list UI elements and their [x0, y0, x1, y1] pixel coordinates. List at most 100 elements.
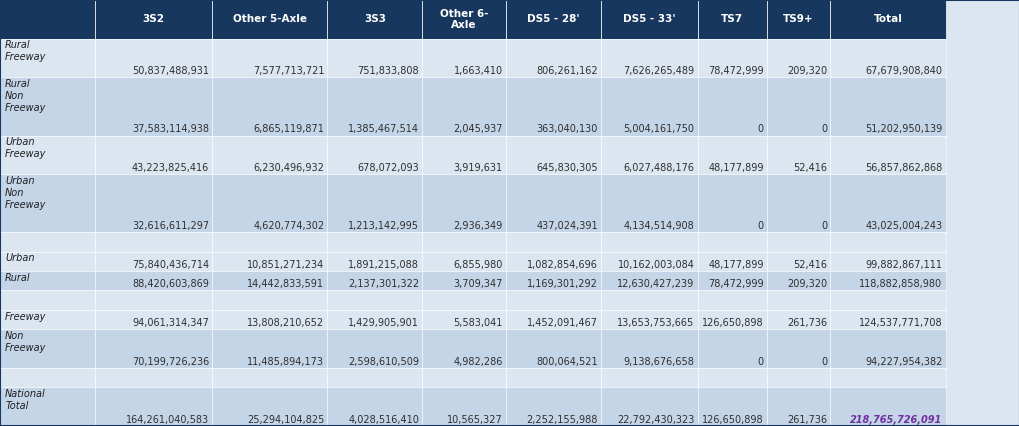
Text: Other 5-Axle: Other 5-Axle	[232, 14, 307, 24]
Bar	[422, 232, 505, 252]
Bar	[0, 368, 95, 387]
Text: 13,808,210,652: 13,808,210,652	[247, 318, 324, 328]
Text: 1,891,215,088: 1,891,215,088	[348, 260, 419, 270]
Bar	[327, 135, 422, 174]
Bar	[422, 310, 505, 329]
Bar	[422, 174, 505, 232]
Bar	[766, 291, 829, 310]
Bar	[422, 387, 505, 426]
Text: 75,840,436,714: 75,840,436,714	[131, 260, 209, 270]
Bar	[327, 271, 422, 291]
Bar	[600, 368, 697, 387]
Text: 52,416: 52,416	[793, 163, 826, 173]
Text: National
Total: National Total	[5, 389, 46, 411]
Bar	[95, 232, 212, 252]
Bar	[600, 291, 697, 310]
Text: 678,072,093: 678,072,093	[357, 163, 419, 173]
Text: 7,577,713,721: 7,577,713,721	[253, 66, 324, 76]
Text: 0: 0	[820, 357, 826, 367]
Text: DS5 - 28': DS5 - 28'	[527, 14, 579, 24]
Bar	[600, 135, 697, 174]
Text: 2,137,301,322: 2,137,301,322	[347, 279, 419, 289]
Bar	[327, 329, 422, 368]
Text: 43,223,825,416: 43,223,825,416	[131, 163, 209, 173]
Bar	[829, 368, 945, 387]
Bar	[212, 0, 327, 39]
Bar	[505, 271, 600, 291]
Bar	[505, 368, 600, 387]
Bar	[697, 329, 766, 368]
Bar	[600, 78, 697, 135]
Text: 7,626,265,489: 7,626,265,489	[623, 66, 694, 76]
Text: 1,429,905,901: 1,429,905,901	[348, 318, 419, 328]
Bar	[327, 0, 422, 39]
Bar	[829, 174, 945, 232]
Bar	[829, 232, 945, 252]
Text: 78,472,999: 78,472,999	[707, 279, 763, 289]
Bar	[505, 78, 600, 135]
Bar	[697, 174, 766, 232]
Bar	[766, 252, 829, 271]
Text: 2,045,937: 2,045,937	[452, 124, 502, 134]
Bar	[0, 387, 95, 426]
Bar	[505, 135, 600, 174]
Text: 70,199,726,236: 70,199,726,236	[131, 357, 209, 367]
Text: Total: Total	[872, 14, 902, 24]
Bar	[422, 252, 505, 271]
Bar	[95, 387, 212, 426]
Text: 3,919,631: 3,919,631	[453, 163, 502, 173]
Text: 51,202,950,139: 51,202,950,139	[864, 124, 942, 134]
Text: 10,851,271,234: 10,851,271,234	[247, 260, 324, 270]
Bar	[212, 271, 327, 291]
Bar	[422, 39, 505, 78]
Text: 11,485,894,173: 11,485,894,173	[248, 357, 324, 367]
Text: Rural
Non
Freeway: Rural Non Freeway	[5, 79, 47, 113]
Bar	[0, 232, 95, 252]
Bar	[766, 310, 829, 329]
Text: 88,420,603,869: 88,420,603,869	[132, 279, 209, 289]
Bar	[422, 135, 505, 174]
Text: 25,294,104,825: 25,294,104,825	[247, 415, 324, 425]
Bar	[697, 39, 766, 78]
Text: 9,138,676,658: 9,138,676,658	[624, 357, 694, 367]
Text: 0: 0	[820, 221, 826, 231]
Bar	[697, 271, 766, 291]
Text: 124,537,771,708: 124,537,771,708	[858, 318, 942, 328]
Text: 1,213,142,995: 1,213,142,995	[347, 221, 419, 231]
Text: 6,865,119,871: 6,865,119,871	[254, 124, 324, 134]
Text: 48,177,899: 48,177,899	[708, 163, 763, 173]
Text: 261,736: 261,736	[787, 318, 826, 328]
Bar	[505, 252, 600, 271]
Text: 52,416: 52,416	[793, 260, 826, 270]
Bar	[212, 78, 327, 135]
Bar	[95, 329, 212, 368]
Text: Urban: Urban	[5, 253, 35, 263]
Text: Rural
Freeway: Rural Freeway	[5, 40, 47, 63]
Bar	[327, 174, 422, 232]
Text: 218,765,726,091: 218,765,726,091	[850, 415, 942, 425]
Bar	[505, 291, 600, 310]
Bar	[0, 135, 95, 174]
Text: 6,027,488,176: 6,027,488,176	[623, 163, 694, 173]
Bar	[95, 271, 212, 291]
Bar	[697, 387, 766, 426]
Text: 1,452,091,467: 1,452,091,467	[526, 318, 597, 328]
Text: 751,833,808: 751,833,808	[358, 66, 419, 76]
Text: 164,261,040,583: 164,261,040,583	[126, 415, 209, 425]
Bar	[600, 232, 697, 252]
Text: 67,679,908,840: 67,679,908,840	[865, 66, 942, 76]
Bar	[212, 329, 327, 368]
Bar	[95, 78, 212, 135]
Text: 14,442,833,591: 14,442,833,591	[248, 279, 324, 289]
Bar	[422, 271, 505, 291]
Bar	[95, 310, 212, 329]
Text: 4,620,774,302: 4,620,774,302	[253, 221, 324, 231]
Text: DS5 - 33': DS5 - 33'	[623, 14, 675, 24]
Text: 6,230,496,932: 6,230,496,932	[254, 163, 324, 173]
Text: 363,040,130: 363,040,130	[536, 124, 597, 134]
Bar	[697, 135, 766, 174]
Text: 12,630,427,239: 12,630,427,239	[616, 279, 694, 289]
Bar	[505, 329, 600, 368]
Bar	[697, 232, 766, 252]
Text: 6,855,980: 6,855,980	[453, 260, 502, 270]
